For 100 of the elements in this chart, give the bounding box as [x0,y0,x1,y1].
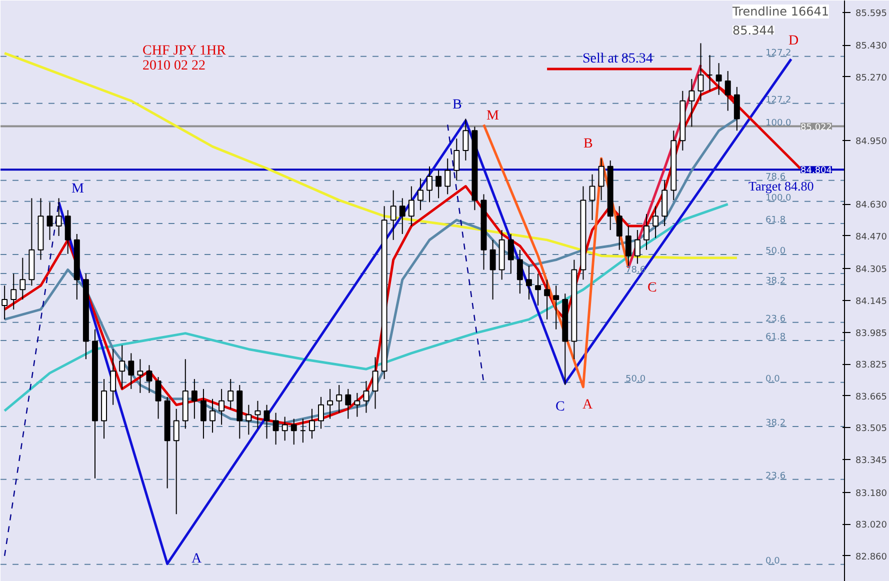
candlestick [119,344,126,390]
annotation: 38.2 [766,418,786,429]
annotation: D [788,34,799,48]
candlestick [652,206,659,238]
annotation: 50.0 [626,374,646,384]
candlestick [146,364,152,394]
annotation: 50.0 [766,246,786,256]
candlestick [625,226,632,266]
y-tick-label: 84.145 [856,297,887,308]
annotation: 0.0 [766,556,780,566]
y-tick-label: 84.305 [856,265,887,276]
candlestick [390,190,396,240]
candlestick [246,404,252,436]
candlestick [46,202,53,240]
candlestick [308,408,315,440]
candlestick [716,62,722,96]
candlestick [544,279,550,320]
candlestick [553,285,560,330]
candlestick [508,233,514,274]
annotation: A [192,552,202,566]
candlestick [272,412,279,446]
annotation: 61.8 [766,215,786,226]
y-tick-label: 83.505 [856,424,887,434]
candlestick [10,273,17,310]
annotation: 23.6 [766,471,786,482]
candlestick [706,54,713,92]
annotation: Sell at 85.34 [582,52,653,66]
y-tick-label: 83.020 [856,520,888,531]
annotation: 85.344 [732,24,774,38]
candlestick [327,388,334,420]
candlestick [155,376,162,420]
candlestick [336,384,342,414]
candlestick [300,418,306,444]
candlestick [634,230,640,264]
annotation: B [452,98,462,112]
candlestick [616,206,622,250]
annotation: B [584,136,593,152]
line-series [3,202,730,412]
candlestick [128,352,134,390]
candlestick [110,348,116,406]
annotation: A [582,398,594,412]
y-tick-label: 83.825 [856,360,887,371]
annotation: C [648,280,657,296]
annotation: 23.6 [766,314,786,324]
candlestick [490,239,496,300]
annotation: C [556,400,565,414]
candlestick [644,214,650,250]
candlestick [2,285,8,320]
candlestick [191,378,198,420]
candlestick [436,170,442,199]
candlestick [724,70,731,112]
annotation: 38.2 [766,276,786,286]
candlestick [282,416,288,442]
y-tick-label: 84.630 [856,200,888,211]
candlestick [200,388,206,440]
candlestick [290,418,297,446]
candlestick [64,210,71,254]
annotation: 61.8 [766,332,786,342]
y-tick-label: 85.270 [856,74,888,84]
candlestick [137,358,144,394]
annotation: Trendline 16641 [732,4,829,18]
candlestick [363,380,370,414]
candlestick [454,138,460,181]
annotation: 127.2 [766,95,792,106]
candlestick [688,78,695,128]
y-tick-label: 82.860 [856,552,888,562]
y-tick-label: 83.345 [856,456,887,466]
candlestick [345,388,352,420]
text: 2010 02 22 [142,58,206,74]
annotation: M [486,108,500,124]
y-tick-label: 85.430 [856,42,888,52]
y-tick-label: 84.470 [856,232,888,242]
y-tick-label: 83.180 [856,488,888,499]
candlestick [372,356,378,410]
candlestick [698,42,704,102]
y-tick-label: 85.595 [856,8,887,19]
candlestick [354,392,360,418]
candlestick [56,198,62,236]
y-tick-label: 83.665 [856,392,887,402]
annotation: M [72,182,84,196]
candlestick [417,178,424,211]
annotation: 0.0 [766,374,780,384]
text: CHF JPY 1HR [142,44,227,58]
candlestick [173,408,180,515]
candlestick [426,166,432,203]
candlestick [408,186,414,227]
candlestick [264,404,270,440]
candlestick [318,396,324,430]
candlestick [598,158,604,201]
candlestick [228,378,234,410]
y-tick-label: 84.950 [856,137,888,148]
candlestick [20,257,26,300]
candlestick [734,86,740,132]
candlestick [589,174,596,221]
candlestick [444,158,451,195]
y-tick-label: 83.985 [856,328,887,339]
candlestick [210,398,216,434]
annotation: 127.2 [766,48,792,58]
candlestick [462,118,469,161]
candlestick [516,249,523,294]
